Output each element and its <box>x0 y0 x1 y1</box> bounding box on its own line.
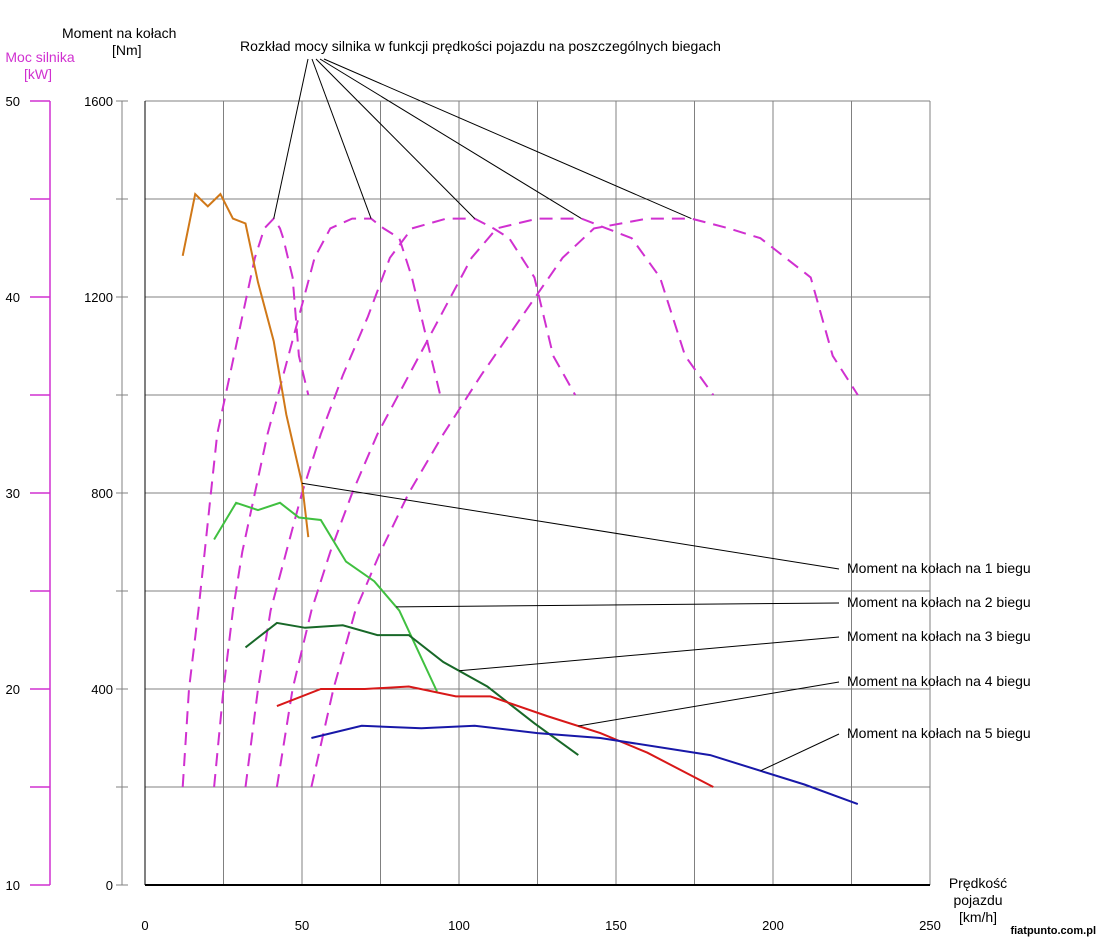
torque-axis-unit: [Nm] <box>112 42 142 58</box>
x-axis-label: Prędkość <box>949 875 1007 891</box>
axes <box>30 100 930 886</box>
x-tick-label: 250 <box>919 918 941 933</box>
power-tick-label: 20 <box>6 682 20 697</box>
legend-leader-line <box>396 602 840 608</box>
torque-curve-gear-3 <box>244 621 579 756</box>
torque-curves <box>181 192 859 806</box>
torque-tick-label: 1600 <box>84 94 113 109</box>
power-axis-label: Moc silnika <box>5 49 74 65</box>
annotations <box>273 58 840 772</box>
torque-tick-label: 0 <box>106 878 113 893</box>
power-tick-label: 30 <box>6 486 20 501</box>
torque-curve-gear-4 <box>276 685 714 788</box>
labels: 0 50 100 150 200 250 0 400 800 1200 1600 10 20 30 40 50… <box>5 25 1096 937</box>
legend-label-gear-5: Moment na kołach na 5 biegu <box>847 725 1031 741</box>
x-tick-label: 100 <box>448 918 470 933</box>
legend-label-gear-2: Moment na kołach na 2 biegu <box>847 594 1031 610</box>
x-axis-label-2: pojazdu <box>953 892 1002 908</box>
legend-label-gear-4: Moment na kołach na 4 biegu <box>847 673 1031 689</box>
legend-leader-line <box>301 482 840 570</box>
legend-leader-line <box>458 636 840 672</box>
legend-label-gear-1: Moment na kołach na 1 biegu <box>847 560 1031 576</box>
torque-tick-label: 1200 <box>84 290 113 305</box>
x-tick-label: 150 <box>605 918 627 933</box>
watermark: fiatpunto.com.pl <box>1010 925 1096 937</box>
grid <box>145 100 931 885</box>
power-tick-label: 50 <box>6 94 20 109</box>
power-curve-gear-1 <box>181 216 310 788</box>
legend-leader-line <box>578 681 840 727</box>
power-tick-label: 40 <box>6 290 20 305</box>
power-tick-label: 10 <box>6 878 20 893</box>
title-leader-line <box>273 58 309 219</box>
torque-tick-label: 800 <box>91 486 113 501</box>
legend-leader-line <box>760 733 840 772</box>
x-axis-unit: [km/h] <box>959 909 997 925</box>
title-leader-line <box>311 58 372 219</box>
torque-axis-label: Moment na kołach <box>62 25 176 41</box>
power-curve-gear-2 <box>213 217 442 788</box>
x-tick-label: 50 <box>295 918 309 933</box>
torque-tick-label: 400 <box>91 682 113 697</box>
title-leader-line <box>315 58 476 219</box>
torque-curve-gear-5 <box>311 724 859 806</box>
power-curve-gear-5 <box>310 217 859 788</box>
torque-curve-gear-1 <box>181 192 310 538</box>
power-curve-gear-4 <box>275 217 715 788</box>
torque-curve-gear-2 <box>213 501 438 692</box>
x-tick-label: 0 <box>141 918 148 933</box>
power-curves <box>181 216 859 788</box>
power-axis-unit: [kW] <box>24 66 52 82</box>
title-leader-line <box>323 58 692 220</box>
x-tick-label: 200 <box>762 918 784 933</box>
title-leader-line <box>319 58 582 220</box>
legend-label-gear-3: Moment na kołach na 3 biegu <box>847 628 1031 644</box>
power-curve-gear-3 <box>244 217 577 788</box>
chart-title: Rozkład mocy silnika w funkcji prędkości… <box>240 38 721 54</box>
